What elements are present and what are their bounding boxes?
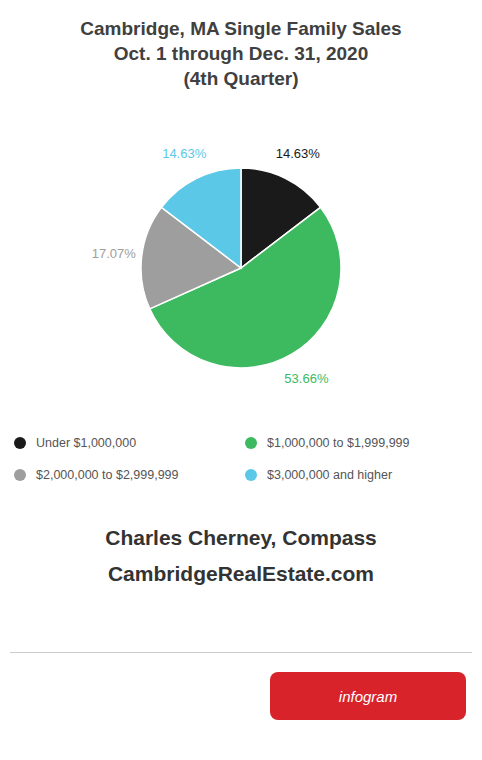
html-text:(4th Quarter): (4th Quarter)	[183, 68, 299, 89]
html-text:CambridgeRealEstate.com: CambridgeRealEstate.com	[108, 562, 374, 585]
svg-text:14.63%: 14.63%	[162, 146, 207, 161]
html-text:$2,000,000 to $2,999,999: $2,000,000 to $2,999,999	[36, 468, 179, 482]
svg-text:53.66%: 53.66%	[284, 371, 329, 386]
html-text:infogram: infogram	[338, 687, 398, 705]
html-text:Charles Cherney, Compass: Charles Cherney, Compass	[105, 526, 377, 549]
html-text:Cambridge, MA Single Family Sa: Cambridge, MA Single Family Sales	[80, 18, 402, 39]
svg-text:17.07%: 17.07%	[92, 246, 137, 261]
html-text:Oct. 1 through Dec. 31, 2020: Oct. 1 through Dec. 31, 2020	[113, 43, 369, 64]
html-text:Under $1,000,000: Under $1,000,000	[36, 436, 137, 450]
svg-text:14.63%: 14.63%	[276, 146, 321, 161]
html-text:$3,000,000 and higher: $3,000,000 and higher	[267, 468, 393, 482]
html-text:$1,000,000 to $1,999,999: $1,000,000 to $1,999,999	[267, 436, 410, 450]
